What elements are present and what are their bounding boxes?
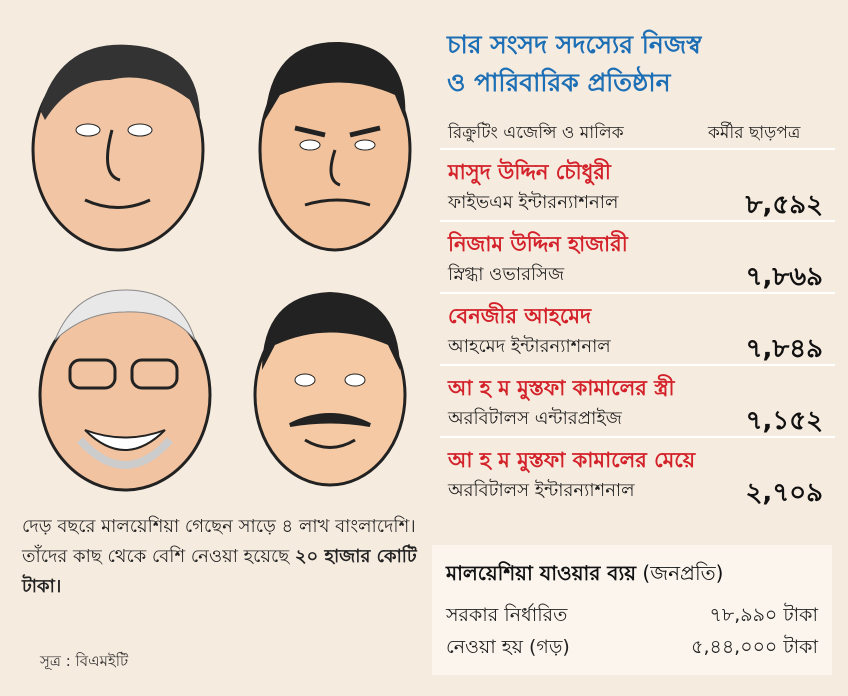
note: দেড় বছরে মালয়েশিয়া গেছেন সাড়ে ৪ লাখ … xyxy=(22,512,422,612)
clearance-count: ৮,৫৯২ xyxy=(745,190,823,220)
caricatures xyxy=(31,41,412,492)
clearance-count: ৭,৮৪৯ xyxy=(745,334,823,364)
note-text: দেড় বছরে মালয়েশিয়া গেছেন সাড়ে ৪ লাখ … xyxy=(22,516,416,567)
title: চার সংসদ সদস্যের নিজস্ব ও পারিবারিক প্রত… xyxy=(447,26,837,102)
cost-box: মালয়েশিয়া যাওয়ার ব্যয় (জনপ্রতি) সরকা… xyxy=(432,545,832,675)
face-4 xyxy=(253,292,407,487)
cost-title: মালয়েশিয়া যাওয়ার ব্যয় (জনপ্রতি) xyxy=(446,559,723,592)
cost-label: নেওয়া হয় (গড়) xyxy=(446,636,570,658)
owner-name: আ হ ম মুস্তফা কামালের স্ত্রী xyxy=(448,376,675,400)
agency-name: স্নিগ্ধা ওভারসিজ xyxy=(448,264,565,285)
table-row: নিজাম উদ্দিন হাজারী স্নিগ্ধা ওভারসিজ ৭,৮৬৯ xyxy=(440,220,835,292)
title-line: ও পারিবারিক প্রতিষ্ঠান xyxy=(447,68,671,97)
table-row: আ হ ম মুস্তফা কামালের স্ত্রী অরবিটালস এন্… xyxy=(440,364,835,436)
agency-name: আহমেদ ইন্টারন্যাশনাল xyxy=(448,336,611,357)
agency-name: ফাইভএম ইন্টারন্যাশনাল xyxy=(448,192,619,213)
owner-name: নিজাম উদ্দিন হাজারী xyxy=(448,232,628,256)
cost-title-main: মালয়েশিয়া যাওয়ার ব্যয় xyxy=(446,561,637,585)
title-line: চার সংসদ সদস্যের নিজস্ব xyxy=(447,30,702,59)
face-2 xyxy=(258,41,412,252)
clearance-count: ২,৭০৯ xyxy=(745,478,823,508)
owner-name: আ হ ম মুস্তফা কামালের মেয়ে xyxy=(448,448,696,472)
clearance-count: ৭,১৫২ xyxy=(745,406,823,436)
source: সূত্র : বিএমইটি xyxy=(40,652,129,670)
cost-title-sub: (জনপ্রতি) xyxy=(642,561,724,585)
face-3 xyxy=(38,289,212,492)
agency-name: অরবিটালস ইন্টারন্যাশনাল xyxy=(448,480,635,501)
column-header: কর্মীর ছাড়পত্র xyxy=(708,123,801,143)
owner-name: বেনজীর আহমেদ xyxy=(448,304,592,328)
table-row: বেনজীর আহমেদ আহমেদ ইন্টারন্যাশনাল ৭,৮৪৯ xyxy=(440,292,835,364)
column-header: রিক্রুটিং এজেন্সি ও মালিক xyxy=(448,123,624,143)
cost-label: সরকার নির্ধারিত xyxy=(446,604,568,626)
face-1 xyxy=(31,44,205,252)
cost-value: ৭৮,৯৯০ টাকা xyxy=(709,604,818,626)
table-row: আ হ ম মুস্তফা কামালের মেয়ে অরবিটালস ইন্ট… xyxy=(440,436,835,508)
clearance-count: ৭,৮৬৯ xyxy=(745,262,823,292)
table-row: মাসুদ উদ্দিন চৌধুরী ফাইভএম ইন্টারন্যাশনাল… xyxy=(440,148,835,220)
note-highlight: ২০ হাজার কোটি টাকা। xyxy=(22,546,417,597)
cost-value: ৫,৪৪,০০০ টাকা xyxy=(691,636,818,658)
agency-name: অরবিটালস এন্টারপ্রাইজ xyxy=(448,408,622,429)
owner-name: মাসুদ উদ্দিন চৌধুরী xyxy=(448,160,611,184)
